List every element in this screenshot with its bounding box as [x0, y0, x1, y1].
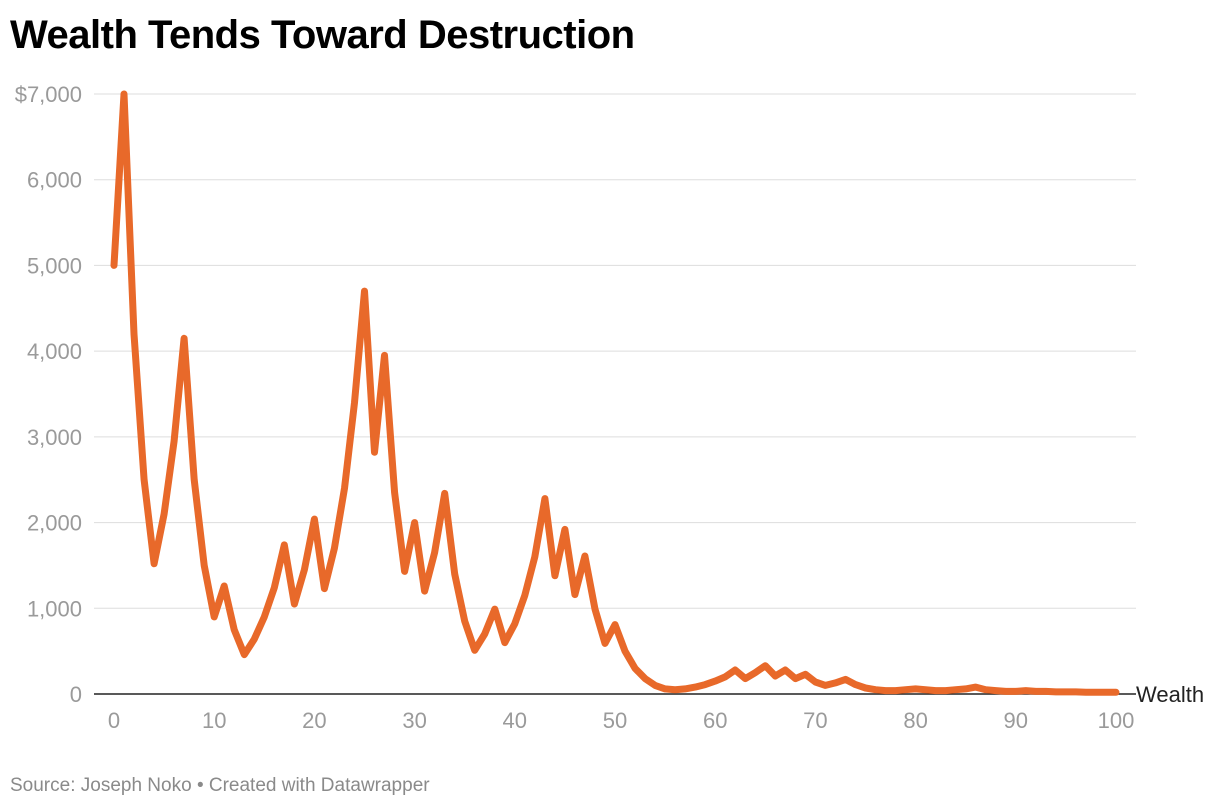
source-footer: Source: Joseph Noko • Created with Dataw… — [10, 775, 430, 796]
series-line-wealth — [110, 90, 1120, 696]
y-axis-ticks: 0 1,000 2,000 3,000 4,000 5,000 6,000 $7,000 — [15, 82, 82, 707]
x-tick-label: 50 — [603, 708, 627, 733]
y-tick-label: 2,000 — [27, 511, 82, 536]
x-tick-label: 30 — [402, 708, 426, 733]
y-tick-label: 5,000 — [27, 253, 82, 278]
y-tick-label: 4,000 — [27, 339, 82, 364]
y-tick-label: 1,000 — [27, 596, 82, 621]
x-tick-label: 40 — [503, 708, 527, 733]
y-tick-label: 6,000 — [27, 168, 82, 193]
x-tick-label: 10 — [202, 708, 226, 733]
x-axis-ticks: 0 10 20 30 40 50 60 70 80 90 100 — [108, 708, 1134, 733]
x-tick-label: 20 — [302, 708, 326, 733]
x-tick-label: 80 — [903, 708, 927, 733]
y-tick-label: 0 — [70, 682, 82, 707]
chart-title: Wealth Tends Toward Destruction — [10, 13, 635, 57]
x-tick-label: 0 — [108, 708, 120, 733]
y-tick-label: 3,000 — [27, 425, 82, 450]
series-layer: Wealth — [110, 90, 1204, 707]
x-tick-label: 90 — [1004, 708, 1028, 733]
gridlines — [94, 93, 1136, 695]
series-label: Wealth — [1136, 682, 1204, 707]
x-tick-label: 70 — [803, 708, 827, 733]
x-tick-label: 60 — [703, 708, 727, 733]
x-tick-label: 100 — [1098, 708, 1135, 733]
y-tick-label: $7,000 — [15, 82, 82, 107]
